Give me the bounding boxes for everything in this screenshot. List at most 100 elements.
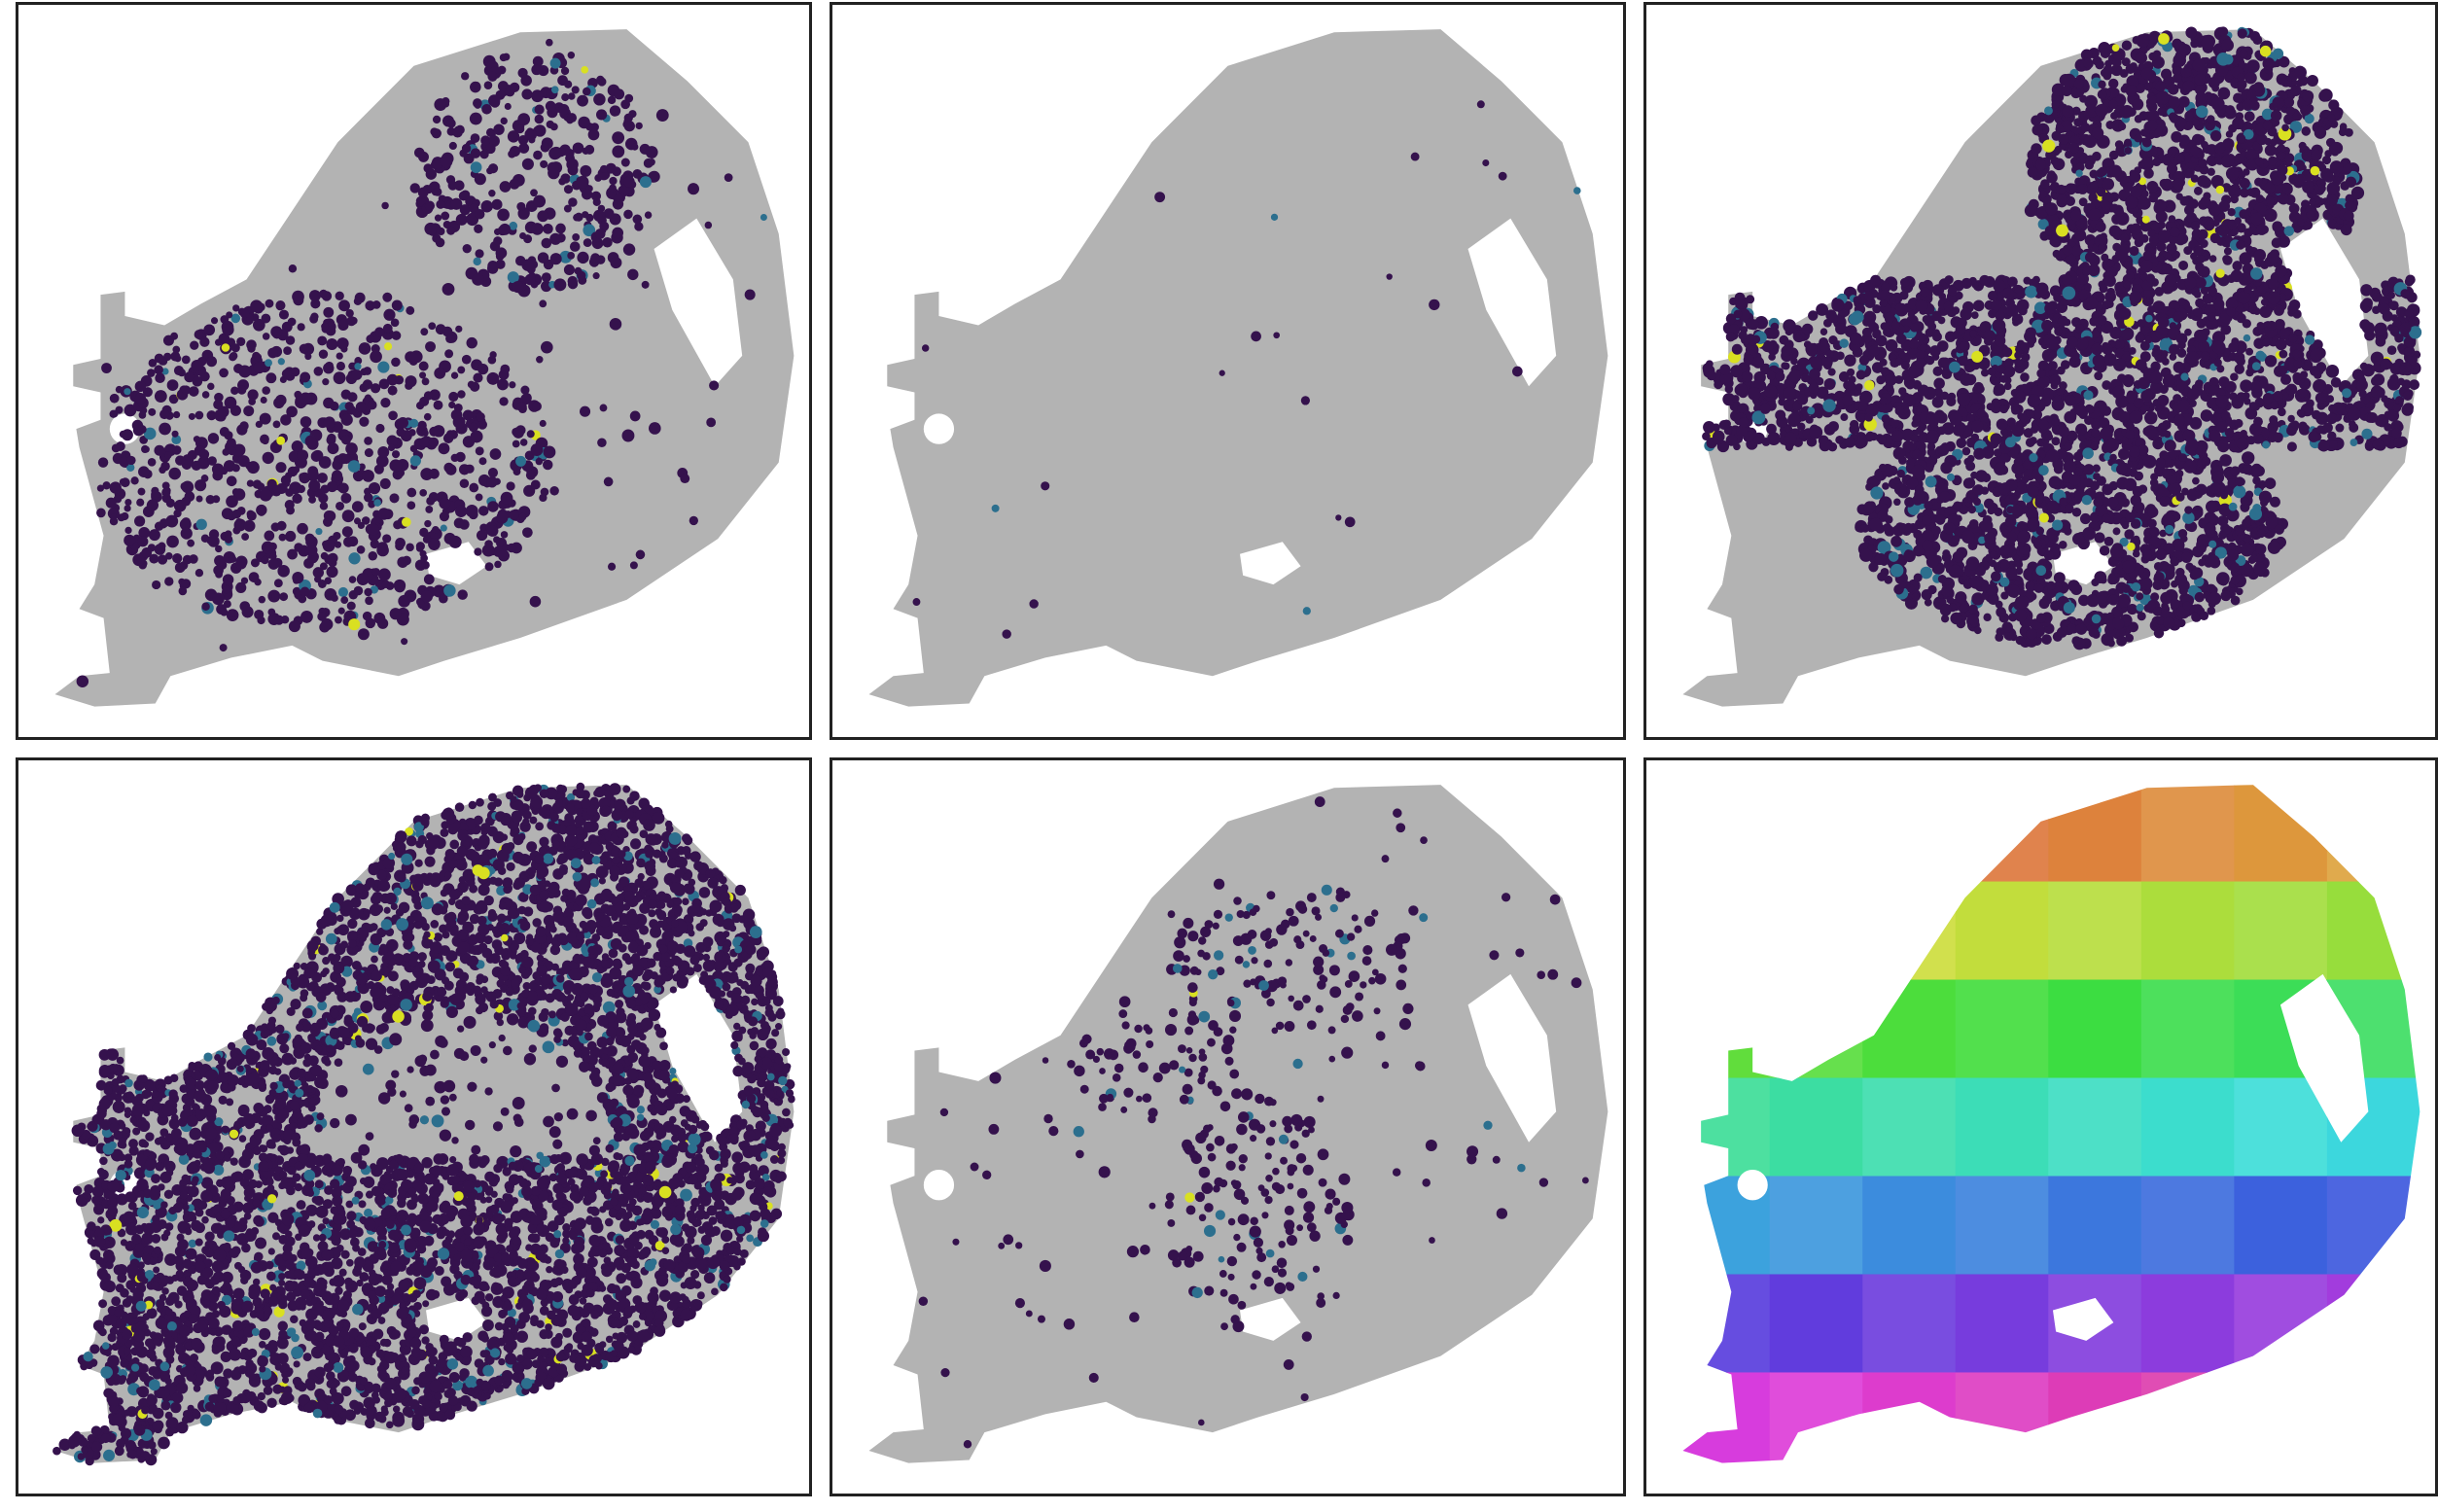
expression-spot (252, 318, 265, 332)
expression-spot (276, 300, 286, 310)
expression-spot (381, 580, 391, 588)
expression-spot (138, 527, 151, 539)
expression-spot (191, 359, 203, 372)
expression-spot (2227, 478, 2238, 488)
expression-spot (2088, 208, 2101, 221)
expression-spot (578, 116, 590, 129)
expression-spot (2321, 155, 2332, 165)
expression-spot (2133, 398, 2144, 408)
expression-spot (148, 359, 158, 368)
expression-spot (521, 259, 534, 271)
expression-spot (549, 146, 563, 159)
expression-spot (2110, 64, 2123, 77)
expression-spot (188, 412, 195, 420)
expression-spot (165, 552, 173, 560)
expression-spot (2306, 74, 2318, 87)
expression-spot (337, 607, 345, 615)
expression-spot (1896, 469, 1905, 478)
expression-spot (155, 372, 165, 384)
expression-spot (419, 437, 430, 448)
expression-spot (1999, 428, 2008, 437)
expression-spot (1835, 323, 1848, 335)
expression-spot (272, 484, 282, 493)
expression-spot (2104, 291, 2116, 303)
expression-spot (1859, 392, 1871, 404)
expression-spot (1999, 374, 2008, 383)
expression-spot (2180, 66, 2192, 78)
expression-spot (2077, 184, 2088, 194)
expression-spot (124, 498, 132, 507)
expression-spot (1766, 423, 1777, 435)
expression-spot (2084, 297, 2099, 310)
expression-spot (541, 237, 552, 249)
expression-spot (439, 497, 451, 510)
expression-spot (639, 176, 652, 189)
expression-spot (620, 158, 630, 167)
expression-spot (358, 463, 366, 471)
expression-spot (2003, 382, 2012, 391)
expression-spot (241, 533, 250, 541)
expression-spot (1898, 387, 1907, 396)
expression-spot (417, 187, 429, 198)
expression-spot (195, 495, 203, 503)
expression-spot (259, 488, 272, 502)
expression-spot (1996, 418, 2008, 431)
expression-spot (508, 150, 516, 158)
expression-spot (2086, 594, 2099, 607)
expression-spot (230, 351, 238, 361)
expression-spot (2093, 497, 2103, 508)
expression-spot (323, 362, 335, 374)
expression-spot (510, 82, 520, 93)
expression-spot (1751, 410, 1766, 425)
expression-spot (254, 353, 263, 362)
expression-spot (539, 419, 547, 428)
expression-spot (201, 391, 210, 399)
expression-spot (164, 577, 174, 586)
expression-spot (2220, 410, 2231, 421)
expression-spot (2060, 360, 2070, 369)
expression-spot (649, 422, 661, 435)
expression-spot (506, 481, 515, 491)
expression-spot (315, 527, 323, 536)
expression-spot (2237, 170, 2246, 180)
expression-spot (331, 594, 338, 602)
expression-spot (483, 81, 493, 89)
expression-spot (154, 444, 165, 456)
expression-spot (1761, 438, 1771, 446)
expression-spot (265, 544, 272, 551)
expression-spot (348, 552, 361, 565)
expression-spot (2191, 567, 2204, 580)
expression-spot (194, 479, 207, 492)
expression-spot (2251, 362, 2261, 371)
expression-spot (2051, 83, 2066, 96)
expression-spot (1968, 518, 1979, 529)
expression-spot (207, 456, 217, 466)
expression-spot (2259, 45, 2272, 57)
expression-spot (2304, 113, 2314, 124)
expression-spot (609, 318, 622, 331)
expression-spot (531, 89, 545, 103)
expression-spot (124, 534, 136, 546)
expression-spot (262, 451, 274, 465)
expression-spot (1002, 629, 1011, 639)
expression-spot (382, 323, 393, 334)
expression-spot (154, 544, 166, 555)
expression-spot (629, 561, 638, 570)
expression-spot (2112, 242, 2122, 252)
expression-spot (2233, 485, 2246, 499)
expression-spot (356, 573, 370, 586)
expression-spot (2026, 408, 2035, 419)
expression-spot (396, 427, 406, 438)
expression-spot (2156, 241, 2167, 252)
expression-spot (470, 148, 481, 158)
expression-spot (2181, 487, 2189, 496)
expression-spot (276, 436, 286, 445)
expression-spot (631, 143, 639, 151)
expression-spot (1868, 562, 1879, 573)
expression-spot (488, 94, 501, 107)
expression-spot (600, 164, 609, 174)
expression-spot (431, 128, 442, 139)
expression-spot (381, 201, 389, 210)
expression-spot (2004, 358, 2014, 369)
expression-spot (2157, 229, 2172, 243)
